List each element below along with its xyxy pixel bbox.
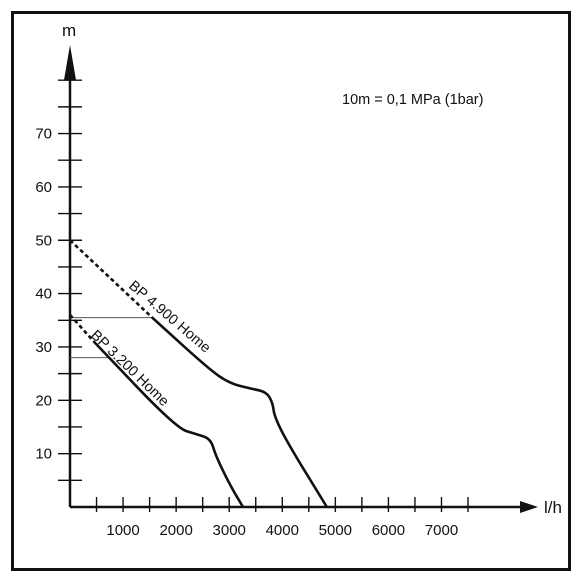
x-tick-label: 6000	[372, 522, 405, 539]
series-1-dashed-segment	[69, 239, 154, 319]
x-tick-label: 2000	[159, 522, 192, 539]
axis-tick-labels: 1000 2000 3000 4000 5000 6000 7000 10 20 30 40 50 60…	[35, 126, 458, 539]
axis-ticks	[58, 79, 469, 512]
y-axis-arrow	[64, 45, 76, 80]
y-tick-label: 40	[35, 286, 52, 303]
x-axis-label: l/h	[544, 498, 562, 517]
series-curves	[69, 239, 328, 508]
x-axis-arrow	[520, 501, 538, 513]
reference-lines	[70, 317, 153, 359]
series-1-curve	[151, 316, 328, 508]
x-tick-label: 3000	[213, 522, 246, 539]
series-label-bp-3200: BP 3.200 Home	[87, 327, 172, 409]
series-2-dashed-segment	[69, 314, 95, 343]
unit-note: 10m = 0,1 MPa (1bar)	[342, 92, 483, 108]
x-tick-label: 4000	[266, 522, 299, 539]
y-tick-label: 50	[35, 232, 52, 249]
axes	[64, 45, 538, 513]
x-tick-label: 7000	[425, 522, 458, 539]
y-axis-label: m	[62, 21, 76, 40]
series-2-curve	[92, 340, 245, 508]
y-tick-label: 70	[35, 126, 52, 143]
y-tick-label: 20	[35, 392, 52, 409]
x-tick-label: 1000	[106, 522, 139, 539]
chart-frame	[11, 11, 571, 571]
y-tick-label: 30	[35, 339, 52, 356]
y-tick-label: 10	[35, 446, 52, 463]
x-tick-label: 5000	[319, 522, 352, 539]
y-tick-label: 60	[35, 179, 52, 196]
